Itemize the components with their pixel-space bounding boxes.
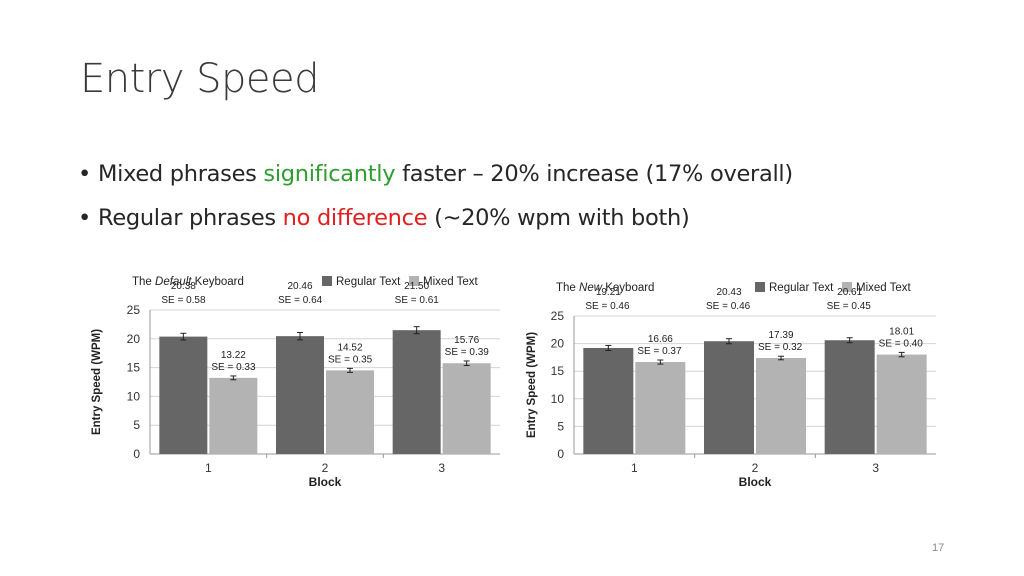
y-tick-label: 10 bbox=[551, 392, 565, 406]
chart-title-emphasis: Default bbox=[155, 276, 192, 288]
default-keyboard-chart-svg: 0 5 10 15 20 25 The Default Keyboard Regular Te… bbox=[91, 276, 500, 489]
bar-regular bbox=[824, 340, 875, 454]
chart-legend: Regular Text Mixed Text bbox=[322, 276, 479, 288]
y-tick-label: 20 bbox=[127, 332, 141, 346]
se-label-regular: SE = 0.46 bbox=[706, 301, 751, 312]
bullet-dot-icon: • bbox=[78, 205, 91, 231]
se-label-regular: SE = 0.46 bbox=[585, 301, 630, 312]
bar-regular bbox=[159, 336, 208, 454]
legend-label-regular: Regular Text bbox=[336, 276, 401, 288]
se-label-regular: SE = 0.45 bbox=[827, 301, 872, 312]
bullet-dot-icon: • bbox=[78, 161, 91, 187]
bar-mixed bbox=[756, 358, 806, 454]
plot-area bbox=[574, 316, 936, 454]
data-label-mixed: 15.76 bbox=[454, 335, 479, 346]
y-tick-label: 5 bbox=[133, 418, 140, 432]
chart-title-emphasis: New bbox=[579, 282, 603, 294]
bullet-list: • Mixed phrases significantly faster – 20… bbox=[78, 152, 793, 240]
chart-title-suffix: Keyboard bbox=[602, 282, 654, 294]
se-label-regular: SE = 0.64 bbox=[278, 295, 323, 306]
y-tick-label: 5 bbox=[557, 419, 564, 433]
chart-title: The New Keyboard bbox=[556, 282, 654, 294]
default-keyboard-chart: 0 5 10 15 20 25 The Default Keyboard Regular Te… bbox=[90, 268, 510, 503]
bullet-text: Regular phrases bbox=[98, 205, 283, 231]
bar-regular bbox=[392, 330, 441, 454]
x-axis-title: Block bbox=[309, 475, 342, 489]
se-label-mixed: SE = 0.37 bbox=[637, 346, 682, 357]
se-label-regular: SE = 0.61 bbox=[395, 295, 440, 306]
bullet-text: (~20% wpm with both) bbox=[427, 205, 690, 231]
bullet-item: • Regular phrases no difference (~20% wpm… bbox=[78, 196, 793, 240]
y-axis-title: Entry Speed (WPM) bbox=[526, 332, 538, 438]
data-label-mixed: 13.22 bbox=[221, 350, 246, 361]
data-label-regular: 20.61 bbox=[837, 287, 862, 298]
y-tick-label: 0 bbox=[133, 447, 140, 461]
bar-regular bbox=[583, 347, 634, 454]
plot-area bbox=[150, 310, 500, 454]
bar-mixed bbox=[442, 363, 491, 454]
data-label-regular: 20.46 bbox=[287, 281, 312, 292]
new-keyboard-chart: 0 5 10 15 20 25 The New Keyboard Regular Text Mi… bbox=[522, 274, 947, 509]
chart-title-suffix: Keyboard bbox=[191, 276, 243, 288]
x-tick-label: 3 bbox=[872, 461, 879, 475]
y-tick-label: 15 bbox=[127, 361, 141, 375]
bar-mixed bbox=[635, 362, 686, 454]
se-label-mixed: SE = 0.32 bbox=[758, 342, 803, 353]
se-label-mixed: SE = 0.39 bbox=[445, 347, 490, 358]
bullet-text: faster – 20% increase (17% overall) bbox=[395, 161, 793, 187]
bullet-highlight-no-difference: no difference bbox=[282, 205, 428, 231]
se-label-mixed: SE = 0.33 bbox=[211, 362, 256, 373]
data-label-mixed: 17.39 bbox=[768, 330, 793, 341]
y-tick-label: 25 bbox=[551, 309, 565, 323]
new-keyboard-chart-svg: 0 5 10 15 20 25 The New Keyboard Regular Text Mi… bbox=[526, 282, 936, 489]
x-tick-label: 1 bbox=[631, 461, 638, 475]
data-label-mixed: 18.01 bbox=[889, 326, 914, 337]
y-tick-label: 10 bbox=[127, 389, 141, 403]
bar-mixed bbox=[326, 370, 374, 454]
bullet-text: Mixed phrases bbox=[98, 161, 264, 187]
chart-legend: Regular Text Mixed Text bbox=[755, 282, 912, 294]
bar-regular bbox=[704, 341, 754, 454]
data-label-mixed: 16.66 bbox=[648, 334, 673, 345]
chart-title-prefix: The bbox=[132, 276, 155, 288]
y-tick-label: 20 bbox=[551, 337, 565, 351]
y-tick-label: 0 bbox=[557, 447, 564, 461]
y-axis-title: Entry Speed (WPM) bbox=[91, 329, 103, 435]
page-number: 17 bbox=[932, 542, 945, 554]
legend-label-regular: Regular Text bbox=[769, 282, 834, 294]
x-tick-label: 2 bbox=[322, 461, 329, 475]
chart-title-prefix: The bbox=[556, 282, 579, 294]
legend-swatch-regular bbox=[755, 282, 765, 292]
se-label-mixed: SE = 0.35 bbox=[328, 354, 373, 365]
data-label-regular: 19.21 bbox=[596, 287, 621, 298]
x-axis-title: Block bbox=[739, 475, 772, 489]
legend-swatch-regular bbox=[322, 276, 332, 286]
se-label-regular: SE = 0.58 bbox=[161, 295, 206, 306]
chart-title: The Default Keyboard bbox=[132, 276, 244, 288]
legend-label-mixed: Mixed Text bbox=[856, 282, 912, 294]
x-tick-label: 2 bbox=[752, 461, 759, 475]
data-label-regular: 21.50 bbox=[404, 281, 429, 292]
bar-mixed bbox=[876, 354, 927, 454]
y-tick-label: 25 bbox=[127, 303, 141, 317]
legend-swatch-mixed bbox=[842, 282, 852, 292]
legend-label-mixed: Mixed Text bbox=[423, 276, 479, 288]
data-label-mixed: 14.52 bbox=[337, 342, 362, 353]
bar-regular bbox=[276, 336, 324, 454]
bar-mixed bbox=[209, 377, 258, 454]
bullet-item: • Mixed phrases significantly faster – 20… bbox=[78, 152, 793, 196]
x-tick-label: 3 bbox=[438, 461, 445, 475]
legend-swatch-mixed bbox=[409, 276, 419, 286]
data-label-regular: 20.38 bbox=[171, 281, 196, 292]
bullet-highlight-significantly: significantly bbox=[263, 161, 396, 187]
data-label-regular: 20.43 bbox=[716, 287, 741, 298]
y-tick-label: 15 bbox=[551, 364, 565, 378]
x-tick-label: 1 bbox=[205, 461, 212, 475]
se-label-mixed: SE = 0.40 bbox=[879, 338, 924, 349]
slide-title: Entry Speed bbox=[80, 56, 320, 102]
